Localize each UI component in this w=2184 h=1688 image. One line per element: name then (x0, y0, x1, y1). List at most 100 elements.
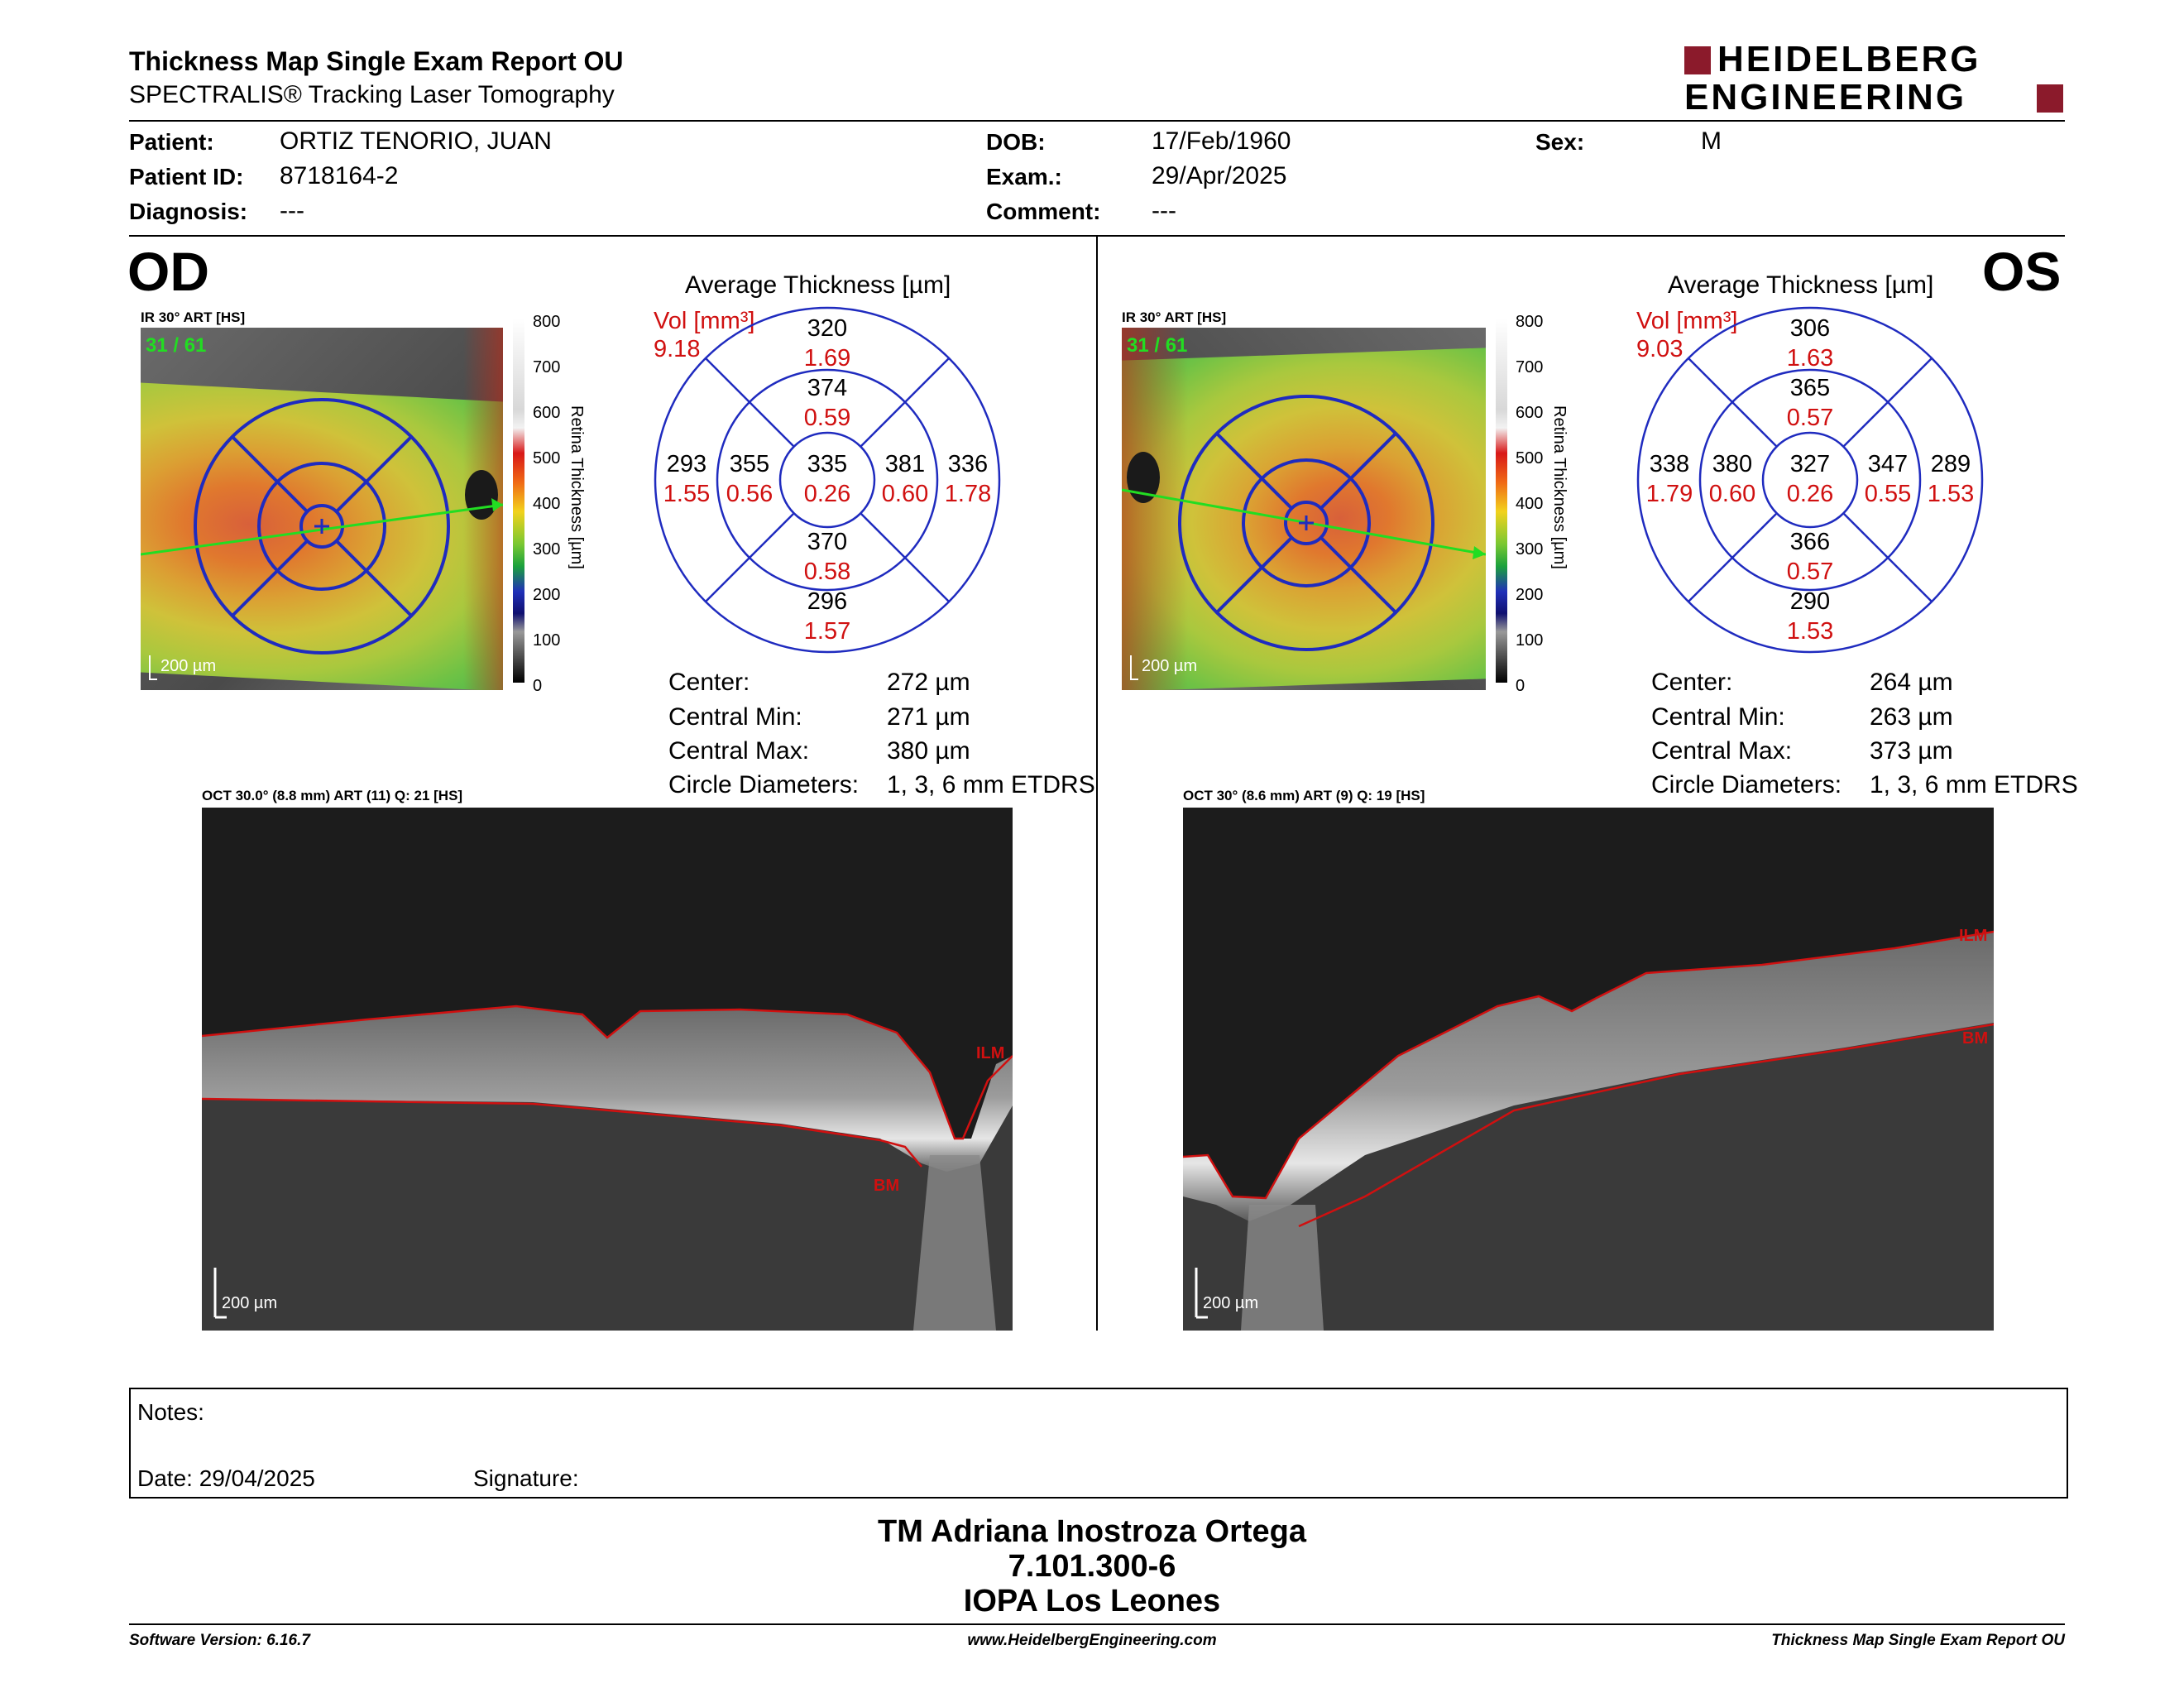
footer-report-name: Thickness Map Single Exam Report OU (1771, 1632, 2065, 1649)
od-center-value: 272 µm (887, 669, 970, 696)
od-ir-label: IR 30° ART [HS] (141, 309, 246, 325)
od-ilm-label: ILM (976, 1044, 1005, 1062)
os-outer-temp-thickness: 289 (1931, 451, 1971, 477)
os-inner-inf-volume: 0.57 (1787, 559, 1833, 585)
od-vol-value: 9.18 (654, 336, 701, 362)
od-vol-label: Vol [mm³] (654, 308, 755, 334)
os-scale-title: Retina Thickness [µm] (1550, 405, 1569, 569)
od-tick-0: 0 (533, 677, 543, 695)
os-tick-700: 700 (1516, 358, 1544, 376)
od-inner-sup-volume: 0.59 (804, 405, 850, 431)
notes-label: Notes: (137, 1399, 204, 1425)
os-center-label: Center: (1651, 669, 1733, 696)
os-tick-0: 0 (1516, 677, 1525, 695)
logo-text-heidelberg: HEIDELBERG (1717, 39, 1981, 79)
od-oct-bscan: ILM BM 200 µm (202, 808, 1013, 1331)
header-divider (129, 120, 2065, 122)
od-central-max-value: 380 µm (887, 737, 970, 765)
od-outer-temp-thickness: 293 (667, 451, 706, 477)
os-vol-value: 9.03 (1636, 336, 1684, 362)
od-frame-count: 31 / 61 (146, 334, 207, 357)
od-color-scale-bar (513, 319, 524, 683)
os-tick-800: 800 (1516, 313, 1544, 331)
os-inner-sup-volume: 0.57 (1787, 405, 1833, 431)
os-center-value: 264 µm (1870, 669, 1953, 696)
od-outer-nas-thickness: 336 (948, 451, 988, 477)
patient-divider (129, 235, 2065, 237)
od-map-scalebar: 200 µm (160, 657, 217, 675)
os-inner-nas-volume: 0.60 (1709, 481, 1755, 507)
od-bm-label: BM (874, 1177, 900, 1195)
os-central-min-label: Central Min: (1651, 703, 1785, 731)
od-outer-sup-thickness: 320 (807, 315, 847, 342)
od-inner-temp-volume: 0.56 (726, 481, 773, 507)
od-central-min-label: Central Min: (668, 703, 802, 731)
os-tick-100: 100 (1516, 631, 1544, 650)
od-center-thickness: 335 (807, 451, 847, 477)
os-map-scalebar-line (1130, 655, 1132, 680)
os-tick-400: 400 (1516, 495, 1544, 513)
od-scale-title: Retina Thickness [µm] (568, 405, 586, 569)
notes-box: Notes: Date: 29/04/2025 Signature: (129, 1388, 2068, 1499)
od-etdrs-overlay (141, 398, 503, 655)
os-center-volume: 0.26 (1787, 481, 1833, 507)
os-tick-300: 300 (1516, 540, 1544, 559)
od-tick-200: 200 (533, 586, 561, 604)
os-circle-diam-label: Circle Diameters: (1651, 771, 1842, 798)
os-inner-nas-thickness: 380 (1712, 451, 1752, 477)
od-oct-label: OCT 30.0° (8.8 mm) ART (11) Q: 21 [HS] (202, 788, 463, 803)
os-ir-label: IR 30° ART [HS] (1122, 309, 1227, 325)
os-thickness-map: 31 / 61 200 µm (1122, 328, 1486, 690)
os-eye-label: OS (1982, 241, 2062, 302)
od-outer-temp-volume: 1.55 (663, 481, 710, 507)
center-divider (1096, 237, 1098, 1331)
od-oct-layers (202, 1005, 1013, 1331)
os-etdrs-grid: 306 1.63 365 0.57 327 0.26 380 0.60 347 … (1636, 306, 1984, 654)
od-outer-sup-volume: 1.69 (804, 345, 850, 372)
os-frame-count: 31 / 61 (1127, 334, 1188, 357)
footer-divider (129, 1623, 2065, 1625)
report-title: Thickness Map Single Exam Report OU (129, 46, 624, 76)
od-map-scalebar-foot (149, 679, 157, 680)
os-vol-label: Vol [mm³] (1636, 308, 1738, 334)
od-inner-inf-thickness: 370 (807, 529, 847, 555)
os-inner-temp-thickness: 347 (1868, 451, 1908, 477)
os-bm-label: BM (1962, 1029, 1989, 1048)
od-center-volume: 0.26 (804, 481, 850, 507)
os-outer-temp-volume: 1.53 (1928, 481, 1974, 507)
od-tick-600: 600 (533, 404, 561, 422)
exam-value: 29/Apr/2025 (1152, 162, 1287, 189)
od-inner-sup-thickness: 374 (807, 375, 847, 401)
os-map-scalebar: 200 µm (1142, 657, 1198, 675)
od-inner-inf-volume: 0.58 (804, 559, 850, 585)
od-inner-nas-thickness: 381 (885, 451, 925, 477)
sex-label: Sex: (1535, 129, 1585, 155)
os-outer-sup-volume: 1.63 (1787, 345, 1833, 372)
os-color-scale-ticks: 800 700 600 500 400 300 200 100 0 (1507, 313, 1544, 695)
od-outer-inf-thickness: 296 (807, 588, 847, 615)
patient-label: Patient: (129, 129, 214, 155)
os-central-max-value: 373 µm (1870, 737, 1953, 765)
os-inner-sup-thickness: 365 (1790, 375, 1830, 401)
od-center-label: Center: (668, 669, 750, 696)
dob-label: DOB: (986, 129, 1046, 155)
comment-value: --- (1152, 197, 1176, 224)
signer-name: TM Adriana Inostroza Ortega (878, 1514, 1306, 1549)
os-oct-scalebar: 200 µm (1203, 1294, 1259, 1312)
od-circle-diam-value: 1, 3, 6 mm ETDRS (887, 771, 1095, 798)
os-ilm-label: ILM (1959, 927, 1988, 945)
od-central-min-value: 271 µm (887, 703, 970, 731)
os-tick-500: 500 (1516, 449, 1544, 468)
os-outer-nas-volume: 1.79 (1646, 481, 1693, 507)
os-avg-title: Average Thickness [µm] (1668, 271, 1934, 299)
os-center-thickness: 327 (1790, 451, 1830, 477)
exam-label: Exam.: (986, 164, 1062, 189)
od-outer-nas-volume: 1.78 (945, 481, 991, 507)
od-tick-400: 400 (533, 495, 561, 513)
logo-square-bottom (2037, 84, 2063, 113)
signature-label: Signature: (473, 1465, 579, 1491)
os-color-scale-bar (1496, 319, 1507, 683)
os-outer-sup-thickness: 306 (1790, 315, 1830, 342)
logo-square-top (1684, 46, 1711, 74)
od-central-max-label: Central Max: (668, 737, 810, 765)
